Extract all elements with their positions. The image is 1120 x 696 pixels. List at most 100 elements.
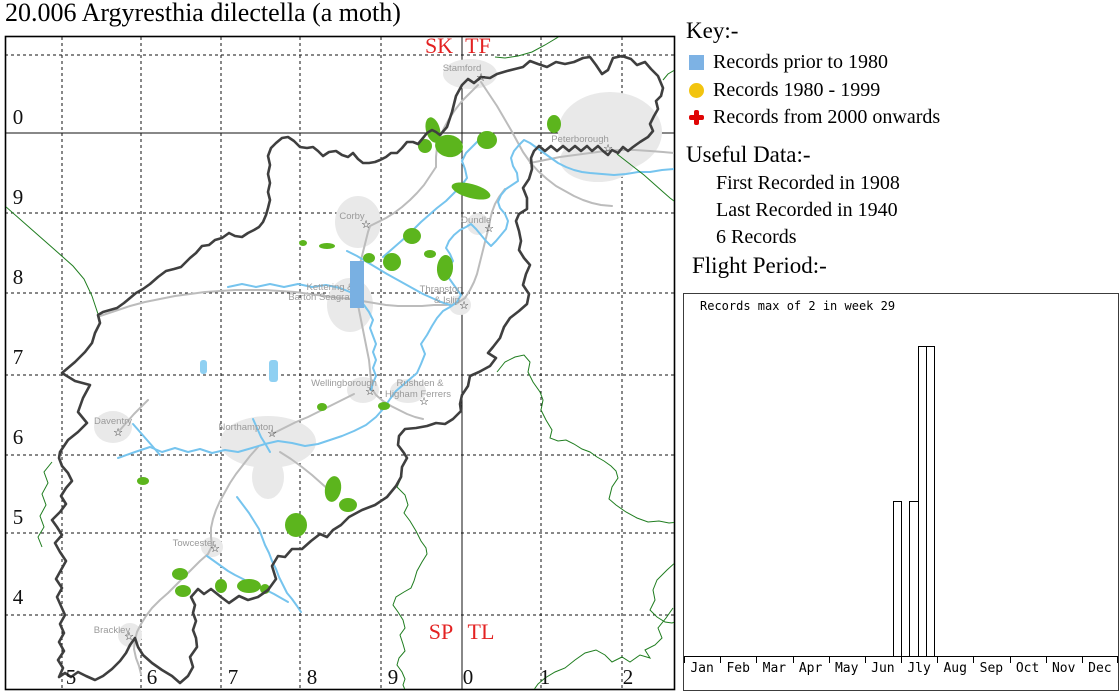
y-axis-label: 9 bbox=[13, 185, 24, 209]
y-axis-label: 4 bbox=[13, 585, 24, 609]
town-label-corby: Corby bbox=[339, 211, 365, 222]
county-boundary bbox=[50, 54, 665, 685]
month-tick bbox=[1117, 656, 1118, 663]
map-x-axis: 5 6 7 8 9 0 1 2 bbox=[66, 665, 634, 689]
town-labels: Stamford Peterborough Corby Oundle Kette… bbox=[94, 63, 609, 636]
reservoirs bbox=[200, 360, 278, 382]
month-tick bbox=[828, 656, 830, 663]
star-brackley: ☆ bbox=[124, 630, 134, 643]
town-label-northampton: Northampton bbox=[219, 422, 274, 433]
grid-letter-tl: TL bbox=[468, 619, 495, 644]
star-stamford: ☆ bbox=[476, 71, 486, 84]
x-axis-label: 2 bbox=[623, 665, 634, 689]
flight-bar-week-26 bbox=[892, 501, 902, 657]
flight-chart-annotation: Records max of 2 in week 29 bbox=[700, 299, 896, 313]
month-tick bbox=[1009, 656, 1011, 663]
month-tick bbox=[684, 656, 685, 663]
useful-data-last-recorded: Last Recorded in 1940 bbox=[716, 199, 898, 221]
flight-bar-week-30 bbox=[926, 346, 936, 657]
grid-letter-sp: SP bbox=[429, 619, 453, 644]
grid-letter-tf: TF bbox=[465, 33, 491, 58]
month-label-mar: Mar bbox=[762, 661, 787, 676]
y-axis-label: 0 bbox=[13, 105, 24, 129]
grid-letters: SK TF SP TL bbox=[425, 33, 495, 644]
month-label-apr: Apr bbox=[798, 661, 823, 676]
town-label-kettering-2: Barton Seagrave bbox=[288, 292, 359, 303]
month-tick bbox=[937, 656, 939, 663]
month-label-jun: Jun bbox=[871, 661, 895, 676]
month-tick bbox=[720, 656, 722, 663]
blue-square-icon bbox=[689, 54, 704, 70]
x-axis-label: 6 bbox=[147, 665, 158, 689]
star-oundle: ☆ bbox=[484, 222, 494, 235]
month-label-jan: Jan bbox=[690, 661, 714, 676]
month-label-nov: Nov bbox=[1051, 661, 1076, 676]
star-northampton: ☆ bbox=[267, 427, 277, 440]
y-axis-label: 8 bbox=[13, 265, 24, 289]
town-label-peterborough: Peterborough bbox=[551, 134, 609, 145]
month-tick bbox=[864, 656, 866, 663]
star-daventry: ☆ bbox=[113, 426, 123, 439]
town-label-kettering-1: Kettering & bbox=[307, 282, 355, 293]
month-tick bbox=[901, 656, 902, 663]
town-label-rushden-1: Rushden & bbox=[396, 378, 444, 389]
y-axis-label: 6 bbox=[13, 425, 24, 449]
red-cross-icon bbox=[689, 109, 704, 125]
town-label-oundle: Oundle bbox=[461, 215, 492, 226]
star-rushden: ☆ bbox=[419, 395, 429, 408]
key-heading: Key:- bbox=[686, 18, 739, 43]
key-item-pre1980: Records prior to 1980 bbox=[689, 50, 888, 73]
x-axis-label: 0 bbox=[463, 665, 474, 689]
useful-data-heading: Useful Data:- bbox=[686, 142, 811, 167]
useful-data-record-count: 6 Records bbox=[716, 226, 797, 248]
distribution-map: ☆ ☆ ☆ ☆ ☆ ☆ ☆ ☆ ☆ ☆ ☆ Stamford Peterboro… bbox=[4, 33, 676, 691]
flight-chart-plot: Jan Feb Mar Apr May Jun Jly Aug Sep Oct Nov Dec bbox=[684, 294, 1118, 690]
town-label-rushden-2: Higham Ferrers bbox=[385, 389, 451, 400]
month-tick bbox=[1045, 656, 1047, 663]
x-axis-label: 8 bbox=[307, 665, 318, 689]
key-item-label: Records prior to 1980 bbox=[713, 50, 888, 73]
month-label-aug: Aug bbox=[943, 661, 967, 676]
flight-period-chart: Jan Feb Mar Apr May Jun Jly Aug Sep Oct Nov Dec Rec… bbox=[683, 293, 1119, 691]
x-axis-label: 1 bbox=[540, 665, 551, 689]
month-tick bbox=[973, 656, 975, 663]
month-label-dec: Dec bbox=[1088, 661, 1112, 676]
month-label-may: May bbox=[834, 661, 859, 676]
map-y-axis: 0 9 8 7 6 5 4 bbox=[13, 105, 24, 609]
star-towcester: ☆ bbox=[210, 542, 220, 555]
x-axis-label: 7 bbox=[228, 665, 239, 689]
town-label-thrapston-1: Thrapston bbox=[420, 284, 463, 295]
page-title: 20.006 Argyresthia dilectella (a moth) bbox=[5, 0, 401, 27]
record-marker-pre1980[interactable] bbox=[350, 261, 364, 308]
y-axis-label: 5 bbox=[13, 505, 24, 529]
star-peterborough: ☆ bbox=[603, 142, 613, 155]
key-item-2000-onwards: Records from 2000 onwards bbox=[689, 105, 941, 128]
useful-data-first-recorded: First Recorded in 1908 bbox=[716, 172, 900, 194]
town-label-daventry: Daventry bbox=[94, 416, 132, 427]
town-label-stamford: Stamford bbox=[443, 63, 482, 74]
x-axis-label: 9 bbox=[388, 665, 399, 689]
month-tick bbox=[756, 656, 758, 663]
month-tick bbox=[792, 656, 794, 663]
yellow-circle-icon bbox=[689, 82, 704, 98]
key-item-1980-1999: Records 1980 - 1999 bbox=[689, 78, 881, 101]
star-wellingborough: ☆ bbox=[365, 385, 375, 398]
month-label-sep: Sep bbox=[979, 661, 1004, 676]
key-item-label: Records from 2000 onwards bbox=[713, 105, 941, 128]
town-label-towcester: Towcester bbox=[173, 538, 216, 549]
month-label-oct: Oct bbox=[1015, 661, 1040, 676]
town-label-wellingborough: Wellingborough bbox=[311, 378, 377, 389]
month-tick bbox=[1081, 656, 1083, 663]
y-axis-label: 7 bbox=[13, 345, 24, 369]
key-item-label: Records 1980 - 1999 bbox=[713, 78, 881, 101]
town-label-brackley: Brackley bbox=[94, 625, 131, 636]
month-label-feb: Feb bbox=[726, 661, 750, 676]
x-axis-label: 5 bbox=[66, 665, 77, 689]
town-stars: ☆ ☆ ☆ ☆ ☆ ☆ ☆ ☆ ☆ ☆ ☆ bbox=[113, 71, 613, 643]
grid-letter-sk: SK bbox=[425, 33, 453, 58]
star-corby: ☆ bbox=[361, 218, 371, 231]
month-label-jly: Jly bbox=[907, 661, 931, 676]
star-thrapston: ☆ bbox=[459, 299, 469, 312]
town-label-thrapston-2: & Islip bbox=[434, 295, 460, 306]
